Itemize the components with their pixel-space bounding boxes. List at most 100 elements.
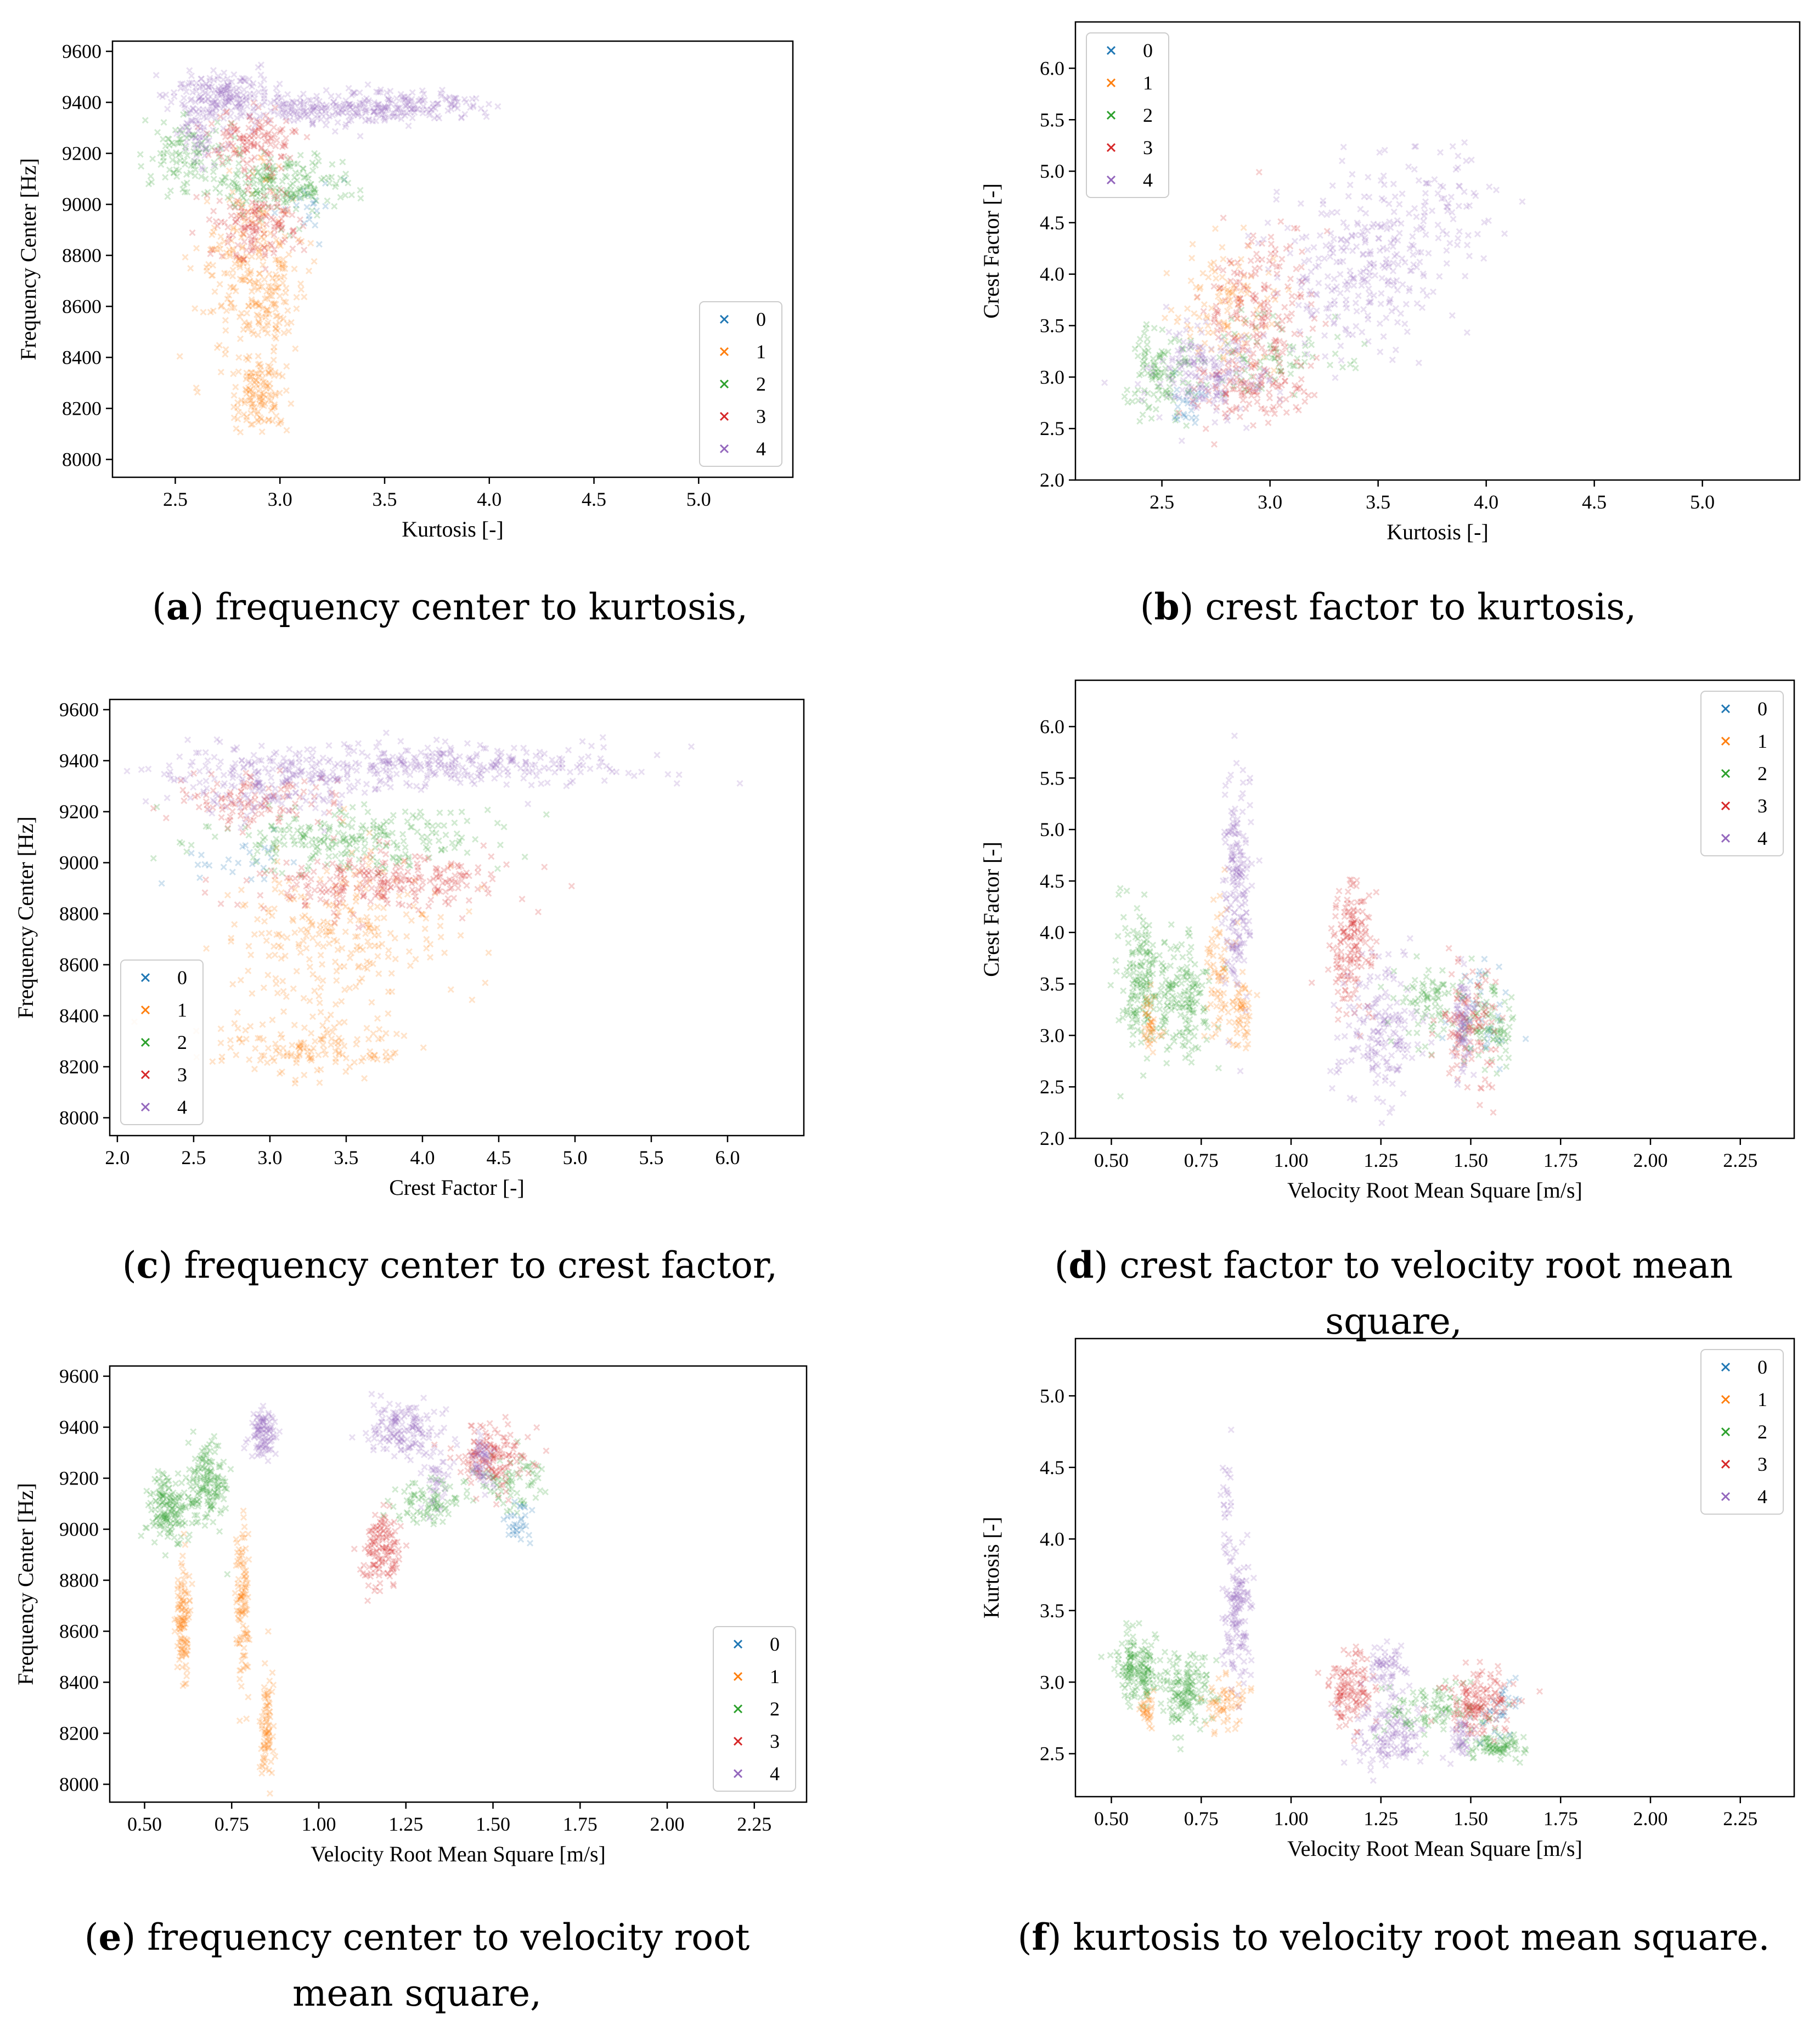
- scatter-point: [491, 763, 498, 770]
- scatter-point: [1389, 267, 1397, 275]
- scatter-point: [177, 157, 184, 164]
- scatter-point: [296, 195, 303, 202]
- scatter-point: [1186, 1001, 1193, 1008]
- scatter-point: [301, 112, 308, 120]
- scatter-point: [271, 98, 278, 105]
- scatter-point: [295, 940, 302, 948]
- scatter-point: [450, 767, 457, 775]
- scatter-point: [224, 825, 231, 832]
- y-tick-label: 8000: [59, 1107, 99, 1128]
- scatter-point: [1200, 1004, 1207, 1011]
- scatter-point: [1251, 388, 1258, 396]
- scatter-point: [1142, 1011, 1149, 1018]
- scatter-point: [367, 851, 374, 859]
- scatter-point: [176, 753, 183, 760]
- scatter-point: [276, 80, 283, 87]
- scatter-point: [419, 110, 426, 117]
- scatter-point: [212, 185, 219, 192]
- scatter-point: [1155, 354, 1162, 361]
- scatter-point: [1149, 1028, 1157, 1035]
- scatter-point: [377, 758, 385, 765]
- scatter-point: [1222, 964, 1229, 972]
- scatter-point: [402, 747, 409, 754]
- scatter-point: [391, 935, 398, 942]
- scatter-point: [1363, 265, 1370, 272]
- scatter-point: [255, 88, 262, 95]
- scatter-point: [202, 97, 209, 105]
- scatter-point: [1207, 963, 1214, 970]
- scatter-point: [1224, 322, 1231, 329]
- scatter-point: [258, 200, 266, 207]
- scatter-point: [467, 104, 474, 111]
- scatter-point: [241, 238, 248, 245]
- scatter-point: [1213, 407, 1220, 414]
- scatter-point: [307, 97, 314, 104]
- scatter-point: [183, 88, 190, 95]
- scatter-point: [380, 904, 387, 912]
- scatter-point: [401, 757, 408, 764]
- cluster-class-1: [236, 265, 300, 368]
- scatter-point: [332, 853, 339, 860]
- scatter-point: [1213, 302, 1220, 309]
- scatter-point: [236, 211, 243, 218]
- scatter-point: [261, 400, 268, 407]
- scatter-point: [221, 219, 228, 226]
- scatter-point: [249, 400, 256, 408]
- scatter-point: [1420, 273, 1428, 280]
- scatter-point: [271, 857, 278, 865]
- scatter-point: [360, 870, 368, 877]
- scatter-point: [488, 761, 495, 769]
- scatter-point: [1193, 998, 1201, 1005]
- scatter-point: [265, 172, 272, 179]
- scatter-point: [301, 894, 308, 901]
- scatter-point: [257, 81, 264, 88]
- scatter-point: [340, 900, 347, 907]
- scatter-point: [218, 145, 226, 152]
- scatter-point: [279, 265, 286, 272]
- scatter-point: [262, 176, 269, 183]
- scatter-point: [280, 142, 288, 149]
- scatter-point: [1181, 988, 1188, 995]
- scatter-point: [1376, 320, 1383, 327]
- scatter-point: [1174, 946, 1181, 953]
- scatter-point: [1384, 278, 1391, 285]
- scatter-point: [338, 888, 345, 895]
- scatter-point: [1237, 1068, 1244, 1075]
- scatter-point: [383, 896, 390, 904]
- scatter-point: [1329, 245, 1336, 252]
- scatter-point: [1390, 259, 1397, 267]
- scatter-point: [222, 133, 229, 140]
- scatter-point: [1366, 194, 1373, 201]
- x-tick-label: 5.5: [639, 1147, 663, 1169]
- scatter-point: [317, 876, 324, 883]
- scatter-point: [267, 793, 275, 800]
- scatter-point: [352, 983, 359, 990]
- scatter-point: [307, 180, 314, 188]
- scatter-point: [245, 302, 252, 309]
- scatter-point: [1329, 182, 1336, 189]
- scatter-point: [1352, 232, 1359, 239]
- scatter-point: [264, 362, 272, 369]
- scatter-point: [305, 770, 312, 777]
- scatter-point: [1276, 388, 1284, 396]
- scatter-point: [281, 172, 289, 179]
- scatter-point: [382, 818, 390, 825]
- scatter-point: [1239, 860, 1247, 867]
- scatter-point: [1410, 261, 1417, 268]
- scatter-point: [327, 791, 334, 798]
- scatter-point: [244, 223, 251, 230]
- scatter-point: [1147, 980, 1154, 987]
- x-tick-label: 5.0: [686, 488, 711, 510]
- scatter-point: [1244, 999, 1251, 1007]
- scatter-point: [403, 933, 410, 940]
- scatter-point: [1186, 1003, 1193, 1010]
- scatter-point: [255, 286, 262, 293]
- scatter-point: [432, 865, 439, 872]
- scatter-point: [238, 204, 245, 211]
- scatter-point: [1245, 1004, 1252, 1012]
- scatter-point: [459, 764, 466, 771]
- scatter-point: [333, 902, 340, 909]
- scatter-point: [335, 908, 342, 916]
- scatter-point: [1253, 250, 1260, 257]
- scatter-point: [338, 109, 345, 116]
